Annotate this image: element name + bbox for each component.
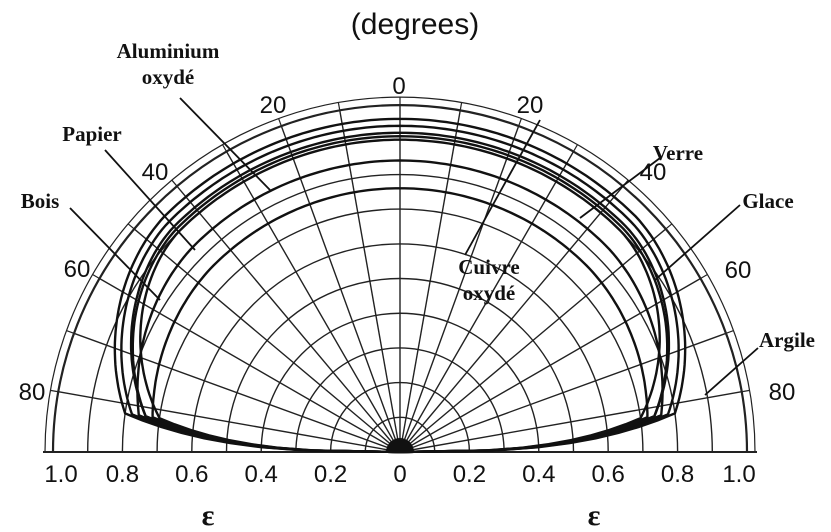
label-leader-lines (69, 97, 759, 396)
series-label-line: oxydé (142, 65, 195, 89)
degree-tick (278, 118, 282, 127)
radial-axis-label-right: ε (588, 499, 601, 532)
degree-label: 40 (142, 159, 169, 186)
grid-spoke (58, 391, 401, 453)
radial-tick-label: 1.0 (44, 461, 77, 488)
degree-tick (92, 273, 100, 280)
radial-tick-label: 0.8 (661, 461, 694, 488)
radial-tick-label: 0.4 (522, 461, 555, 488)
emissivity-curve-cuivre-oxydé (151, 187, 649, 454)
emissivity-curve-verre (120, 124, 680, 454)
emissivity-curve-argile (131, 134, 669, 454)
degree-tick (221, 144, 228, 152)
degree-label: 60 (64, 256, 91, 283)
angle-unit-label: (degrees) (351, 8, 479, 41)
degree-tick (171, 179, 178, 187)
grid-spoke (176, 185, 401, 453)
emissivity-curve-bois (139, 138, 661, 454)
radial-tick-label: 0.2 (453, 461, 486, 488)
grid-spoke (280, 125, 401, 453)
degree-label: 60 (725, 257, 752, 284)
emissivity-curve-papier (129, 131, 671, 454)
degree-tick (665, 223, 673, 230)
emissivity-curves (113, 117, 687, 454)
degree-tick (459, 102, 463, 111)
degree-tick (337, 102, 341, 111)
degree-tick (700, 273, 708, 280)
radial-tick-label: 0.6 (175, 461, 208, 488)
grid-spoke (73, 332, 401, 453)
leader-line (104, 149, 196, 251)
leader-line (464, 119, 541, 256)
chart-labels: 0 20 40 60 80 20 40 60 80 (degrees) 1.0 0.8 0.6 0.4 0.… (19, 8, 815, 532)
leader-line (579, 157, 661, 219)
grid-spoke (399, 391, 742, 453)
grid-spoke (399, 185, 624, 453)
radial-tick-label: 0.2 (314, 461, 347, 488)
radial-tick-label: 0.8 (106, 461, 139, 488)
origin-hub (386, 438, 414, 452)
series-label-glace: Glace (742, 189, 793, 213)
grid-spoke (399, 125, 520, 453)
grid-spoke (99, 277, 401, 453)
radial-tick-label: 1.0 (722, 461, 755, 488)
degree-tick (518, 118, 522, 127)
radial-axis-label-left: ε (202, 499, 215, 532)
radial-tick-label: 0.6 (592, 461, 625, 488)
radial-tick-label: 0.4 (245, 461, 278, 488)
emissivity-curve-aluminium-oxydé (136, 159, 664, 454)
series-label-aluminium-oxydé: Aluminium oxydé (117, 39, 220, 89)
emissivity-curve-glace (113, 117, 687, 454)
series-label-bois: Bois (21, 189, 60, 213)
grid-spoke (399, 332, 727, 453)
degree-label: 80 (769, 379, 796, 406)
degree-tick (572, 144, 579, 152)
grid-spoke (339, 110, 401, 453)
leader-line (69, 207, 161, 301)
degree-tick (725, 330, 734, 334)
series-label-line: Aluminium (117, 39, 220, 63)
degree-label: 20 (517, 92, 544, 119)
leader-line (179, 97, 271, 191)
degree-tick (50, 389, 59, 393)
leader-line (654, 204, 741, 281)
degree-tick (127, 223, 135, 230)
grid-spoke (399, 110, 461, 453)
series-label-papier: Papier (62, 122, 121, 146)
series-label-line: oxydé (463, 281, 516, 305)
series-label-argile: Argile (759, 328, 815, 352)
series-label-cuivre-oxydé: Cuivre oxydé (458, 255, 519, 305)
degree-label: 20 (260, 92, 287, 119)
degree-tick (66, 330, 75, 334)
degree-tick (741, 389, 750, 393)
degree-label: 80 (19, 379, 46, 406)
degree-label: 40 (640, 159, 667, 186)
degree-label: 0 (392, 73, 405, 100)
radial-tick-label: 0 (393, 461, 406, 488)
grid-spoke (399, 151, 575, 453)
grid-spoke (225, 151, 401, 453)
series-label-verre: Verre (653, 141, 703, 165)
series-label-line: Cuivre (458, 255, 519, 279)
leader-line (704, 347, 759, 396)
grid-spoke (399, 277, 701, 453)
